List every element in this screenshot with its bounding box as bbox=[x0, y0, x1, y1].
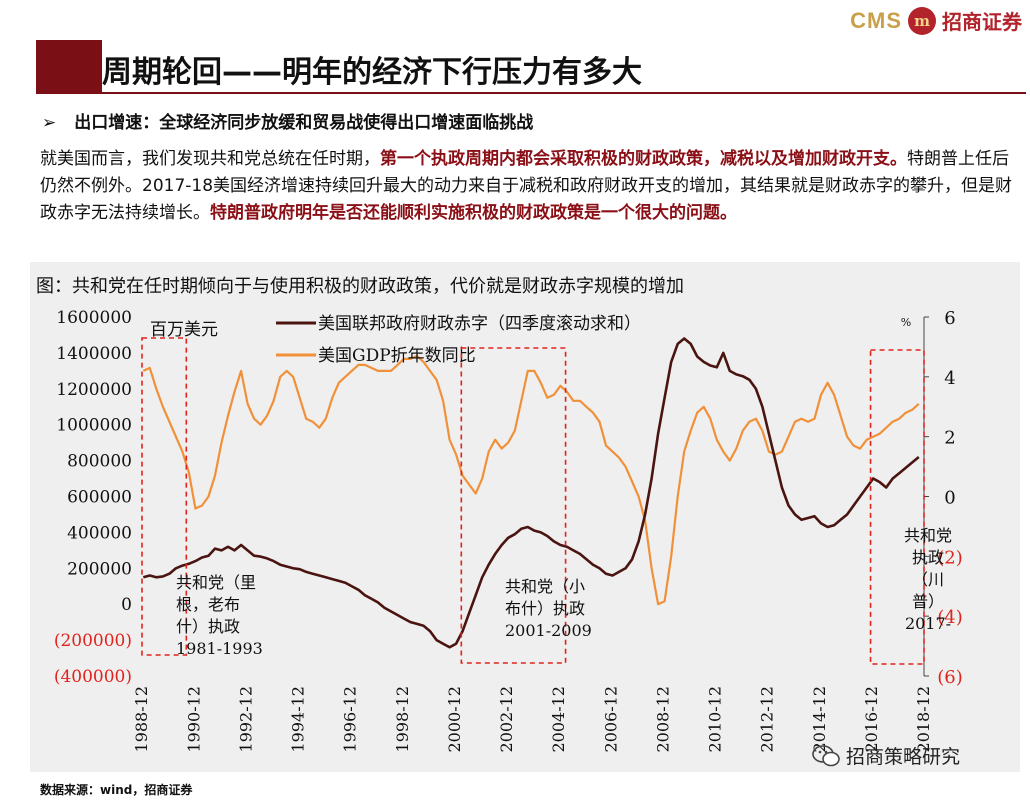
data-source: 数据来源：wind，招商证券 bbox=[40, 783, 193, 797]
bullet-text: 出口增速：全球经济同步放缓和贸易战使得出口增速面临挑战 bbox=[74, 113, 534, 133]
section-bullet: ➢ 出口增速：全球经济同步放缓和贸易战使得出口增速面临挑战 bbox=[42, 108, 533, 133]
bullet-arrow-icon: ➢ bbox=[42, 113, 57, 133]
chart-caption: 图：共和党在任时期倾向于与使用积极的财政政策，代价就是财政赤字规模的增加 bbox=[36, 276, 684, 297]
wechat-icon bbox=[812, 744, 840, 766]
page-title: 周期轮回——明年的经济下行压力有多大 bbox=[102, 55, 642, 90]
wechat-watermark: 招商策略研究 bbox=[812, 742, 960, 769]
paragraph-highlight-1: 第一个执政周期内都会采取积极的财政政策，减税以及增加财政开支。 bbox=[380, 149, 907, 169]
brand-cms: CMS bbox=[850, 7, 902, 33]
title-block bbox=[36, 40, 102, 92]
paragraph-highlight-2: 特朗普政府明年是否还能顺利实施积极的财政政策是一个很大的问题。 bbox=[210, 203, 737, 223]
paragraph-part-1: 就美国而言，我们发现共和党总统在任时期， bbox=[40, 149, 380, 169]
watermark-text: 招商策略研究 bbox=[846, 746, 961, 768]
paragraph-part-3: 特朗普上任后仍然不例外。2017-18美国经济增速持续回升最大的动力来自于减税和… bbox=[40, 149, 1013, 223]
brand-logo: CMS m 招商证券 bbox=[850, 6, 1022, 35]
chart-panel bbox=[30, 262, 1020, 772]
brand-emblem-icon: m bbox=[908, 6, 936, 35]
brand-company: 招商证券 bbox=[942, 12, 1022, 34]
body-paragraph: 就美国而言，我们发现共和党总统在任时期，第一个执政周期内都会采取积极的财政政策，… bbox=[40, 146, 1020, 227]
title-bar: 周期轮回——明年的经济下行压力有多大 bbox=[36, 40, 1026, 94]
